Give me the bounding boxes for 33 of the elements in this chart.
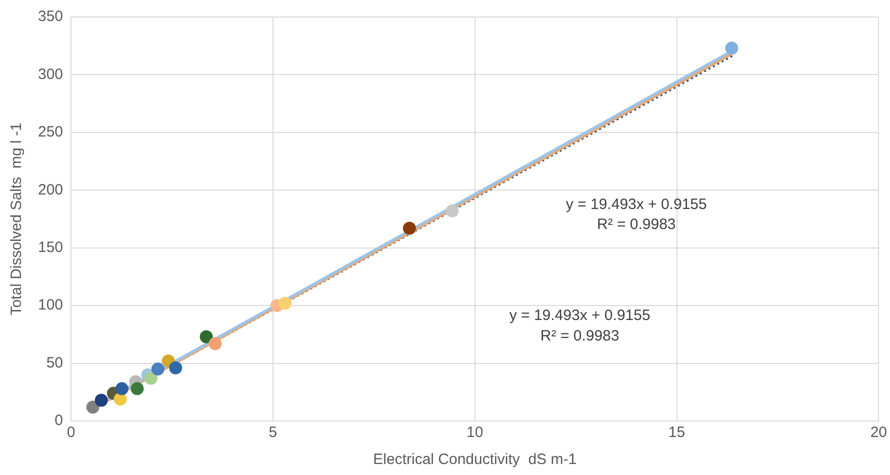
point bbox=[208, 337, 222, 350]
point bbox=[115, 382, 128, 396]
x-axis-title: Electrical Conductivity dS m-1 bbox=[373, 451, 577, 468]
x-tick-label: 0 bbox=[66, 424, 76, 442]
y-axis-title: Total Dissolved Salts mg l -1 bbox=[8, 122, 26, 316]
point bbox=[278, 296, 292, 310]
y-tick-label: 150 bbox=[38, 239, 64, 256]
x-tick-label: 20 bbox=[870, 424, 887, 442]
point bbox=[169, 361, 182, 374]
point bbox=[402, 222, 416, 235]
point bbox=[94, 394, 108, 407]
x-tick-label: 10 bbox=[466, 424, 484, 442]
x-tick-label: 15 bbox=[668, 424, 686, 442]
point bbox=[151, 362, 164, 376]
point bbox=[114, 392, 127, 406]
point bbox=[725, 42, 738, 55]
annotation: y = 19.493x + 0.9155 bbox=[509, 307, 650, 324]
y-tick-label: 250 bbox=[38, 124, 64, 141]
annotation: y = 19.493x + 0.9155 bbox=[566, 196, 707, 213]
point bbox=[200, 330, 213, 344]
x-tick-label: 5 bbox=[268, 424, 278, 442]
y-tick-label: 300 bbox=[38, 66, 64, 83]
point bbox=[446, 204, 459, 218]
y-tick-label: 350 bbox=[38, 8, 64, 26]
point bbox=[144, 372, 158, 385]
annotation: R² = 0.9983 bbox=[596, 216, 676, 234]
y-tick-label: 0 bbox=[54, 412, 64, 430]
annotation: R² = 0.9983 bbox=[540, 327, 620, 344]
y-tick-label: 200 bbox=[38, 181, 64, 198]
y-tick-label: 100 bbox=[38, 296, 64, 314]
point bbox=[86, 400, 100, 414]
y-tick-label: 50 bbox=[46, 354, 64, 372]
point bbox=[130, 382, 144, 396]
